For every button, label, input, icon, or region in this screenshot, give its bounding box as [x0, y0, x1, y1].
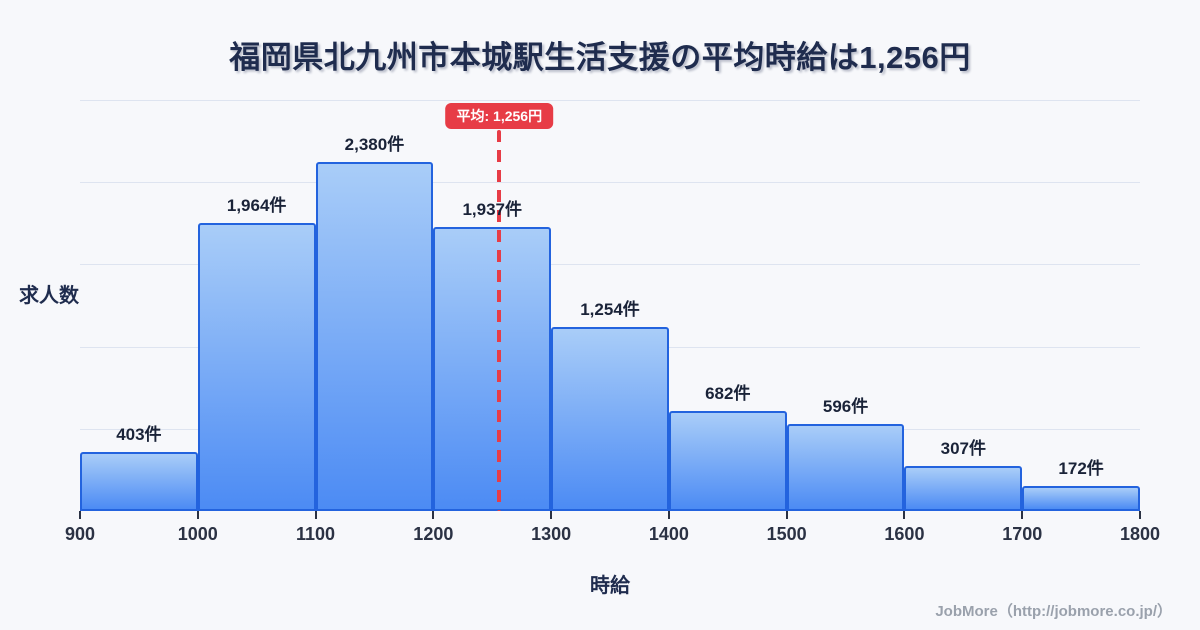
bar-value-label: 1,964件	[226, 195, 287, 215]
x-axis-tick	[550, 511, 553, 519]
bar-value-label: 2,380件	[344, 134, 405, 154]
x-axis-tick-label: 1400	[648, 524, 689, 544]
bar-value-label: 1,254件	[580, 299, 640, 319]
histogram-bar	[80, 451, 198, 511]
x-axis-tick	[667, 511, 670, 519]
average-line	[497, 130, 502, 511]
y-axis-title: 求人数	[19, 285, 79, 307]
x-axis-tick	[432, 511, 435, 519]
bar-value-label: 307件	[940, 438, 987, 458]
x-axis-tick-label: 1300	[531, 524, 572, 544]
bar-value-label: 682件	[705, 383, 751, 403]
gridline	[80, 264, 1140, 266]
x-axis-tick-label: 1000	[177, 524, 218, 544]
histogram-bar	[786, 423, 905, 511]
x-axis-tick-label: 1200	[413, 524, 454, 544]
bar-value-label: 172件	[1058, 458, 1104, 478]
x-axis-tick	[1021, 511, 1024, 519]
x-axis-tick-label: 1100	[296, 524, 336, 544]
bar-value-label: 1,937件	[462, 199, 522, 219]
x-axis-tick	[196, 511, 199, 519]
footer-credit: JobMore（http://jobmore.co.jp/）	[935, 603, 1172, 620]
x-axis-tick	[903, 511, 906, 519]
gridline	[80, 100, 1140, 101]
x-axis-title: 時給	[590, 575, 630, 597]
x-axis-tick-label: 900	[64, 524, 96, 544]
x-axis-tick	[785, 511, 788, 519]
x-axis-tick-label: 1700	[1002, 524, 1043, 544]
x-axis-tick-label: 1800	[1119, 524, 1161, 544]
x-axis-tick-label: 1500	[766, 524, 807, 544]
histogram-bar	[551, 326, 669, 511]
page-title: 福岡県北九州市本城駅生活支援の平均時給は1,256円	[229, 40, 971, 75]
x-axis-tick-label: 1600	[884, 524, 925, 544]
average-badge: 平均: 1,256円	[445, 103, 554, 129]
x-axis-tick	[1139, 511, 1141, 519]
histogram-bar	[904, 465, 1023, 511]
plot-area: 平均: 1,256円 403件 1,964件 2,380件 1,937件 1,254件 6…	[65, 100, 1160, 544]
bar-value-label: 596件	[822, 396, 869, 416]
gridline	[80, 182, 1140, 184]
bar-value-label: 403件	[116, 424, 162, 444]
histogram-bar	[197, 222, 316, 511]
x-axis-tick	[79, 511, 81, 519]
histogram-bar	[1022, 485, 1140, 511]
histogram-bar	[433, 226, 552, 511]
histogram-bar	[315, 161, 434, 511]
histogram-bar	[668, 410, 787, 511]
x-axis-tick	[314, 511, 317, 519]
